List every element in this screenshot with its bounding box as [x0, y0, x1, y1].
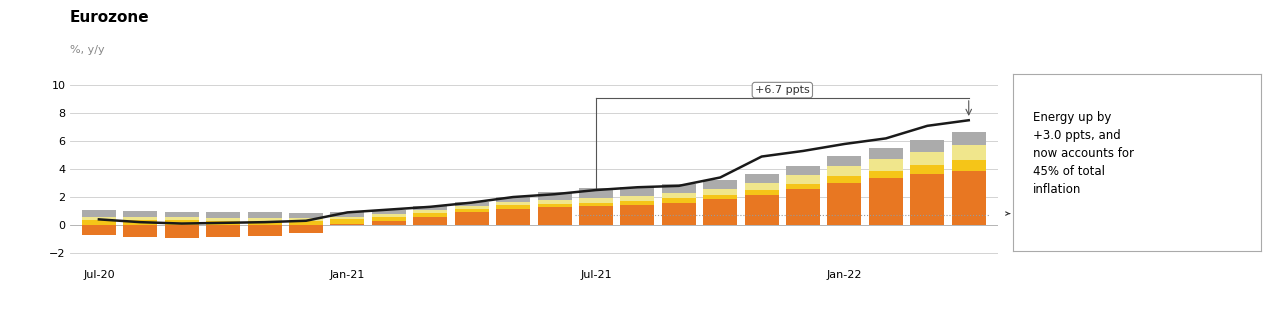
Bar [248, 225, 282, 236]
Bar [496, 205, 530, 209]
Bar [206, 221, 240, 225]
Bar [413, 217, 447, 225]
Bar [745, 183, 779, 190]
Bar [580, 203, 613, 206]
Bar [580, 188, 613, 198]
Bar [827, 183, 862, 225]
Bar [785, 184, 820, 189]
Bar [910, 140, 944, 152]
Bar [372, 217, 405, 221]
Bar [248, 218, 282, 221]
Bar [206, 225, 240, 237]
Bar [455, 209, 488, 213]
Bar [745, 195, 779, 225]
Bar [785, 166, 820, 175]
Bar [745, 174, 779, 183]
Bar [620, 205, 655, 225]
Bar [81, 210, 116, 217]
Bar [206, 218, 240, 221]
Bar [123, 211, 158, 217]
Bar [869, 171, 902, 178]
Bar [455, 206, 488, 209]
Bar [785, 189, 820, 225]
Bar [662, 193, 695, 198]
Text: Eurozone: Eurozone [70, 10, 150, 25]
Bar [785, 175, 820, 184]
Bar [165, 220, 198, 225]
Bar [455, 213, 488, 225]
Bar [538, 207, 572, 225]
Bar [580, 198, 613, 203]
Bar [869, 148, 902, 159]
Bar [455, 202, 488, 206]
Bar [580, 206, 613, 225]
Bar [703, 180, 737, 189]
Text: +6.7 ppts: +6.7 ppts [755, 85, 810, 95]
Bar [413, 213, 447, 217]
Bar [952, 171, 986, 225]
Bar [330, 217, 365, 219]
Bar [952, 145, 986, 160]
Bar [81, 220, 116, 225]
Bar [538, 204, 572, 207]
Bar [827, 176, 862, 183]
Bar [496, 209, 530, 225]
Bar [745, 190, 779, 195]
Bar [123, 220, 158, 225]
Bar [165, 225, 198, 238]
Bar [289, 218, 323, 221]
Bar [827, 166, 862, 176]
Bar [248, 221, 282, 225]
Bar [413, 210, 447, 213]
Bar [123, 217, 158, 220]
Bar [496, 202, 530, 205]
Bar [81, 225, 116, 235]
Bar [910, 165, 944, 174]
Bar [703, 199, 737, 225]
Bar [662, 203, 695, 225]
Bar [330, 223, 365, 225]
Bar [869, 159, 902, 171]
Bar [620, 201, 655, 205]
Bar [81, 217, 116, 220]
Bar [413, 206, 447, 210]
Bar [206, 212, 240, 218]
Bar [869, 178, 902, 225]
Bar [248, 213, 282, 218]
Bar [289, 225, 323, 233]
Bar [289, 221, 323, 225]
Bar [703, 195, 737, 199]
Bar [952, 132, 986, 145]
Bar [620, 196, 655, 201]
Bar [620, 187, 655, 196]
Bar [910, 152, 944, 165]
Text: Energy up by
+3.0 ppts, and
now accounts for
45% of total
inflation: Energy up by +3.0 ppts, and now accounts… [1033, 111, 1134, 196]
Bar [662, 198, 695, 203]
Bar [538, 200, 572, 204]
Bar [165, 212, 198, 217]
Bar [372, 210, 405, 214]
Bar [330, 219, 365, 223]
Bar [496, 197, 530, 202]
Bar [165, 217, 198, 220]
Bar [910, 174, 944, 225]
Bar [538, 192, 572, 200]
Bar [330, 212, 365, 217]
Bar [827, 156, 862, 166]
Text: %, y/y: %, y/y [70, 45, 104, 55]
Bar [372, 214, 405, 217]
Bar [703, 189, 737, 195]
Bar [952, 160, 986, 171]
Bar [123, 225, 158, 237]
Bar [289, 213, 323, 218]
Bar [372, 221, 405, 225]
Bar [662, 185, 695, 193]
